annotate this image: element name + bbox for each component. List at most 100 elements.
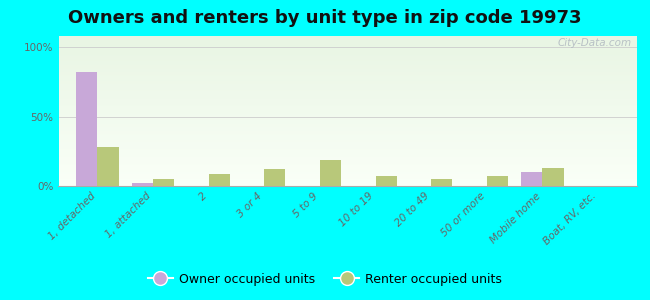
Bar <box>58 52 637 53</box>
Bar <box>58 79 637 80</box>
Bar <box>58 66 637 67</box>
Bar <box>76 72 98 186</box>
Bar <box>58 37 637 38</box>
Bar <box>58 81 637 82</box>
Bar <box>58 145 637 146</box>
Bar <box>58 185 637 186</box>
Bar <box>58 180 637 181</box>
Bar <box>58 62 637 64</box>
Bar <box>58 116 637 117</box>
Bar <box>58 125 637 126</box>
Bar <box>58 151 637 152</box>
Bar <box>58 172 637 173</box>
Bar <box>58 134 637 135</box>
Bar <box>58 120 637 121</box>
Bar <box>58 100 637 101</box>
Bar <box>58 36 637 37</box>
Bar <box>58 132 637 134</box>
Bar <box>521 172 543 186</box>
Bar <box>58 150 637 151</box>
Bar <box>58 72 637 74</box>
Bar <box>58 167 637 169</box>
Bar <box>58 152 637 154</box>
Bar <box>98 147 118 186</box>
Bar <box>58 162 637 164</box>
Bar <box>58 102 637 104</box>
Legend: Owner occupied units, Renter occupied units: Owner occupied units, Renter occupied un… <box>143 268 507 291</box>
Bar <box>58 42 637 44</box>
Bar <box>58 85 637 86</box>
Bar <box>58 71 637 72</box>
Bar <box>58 88 637 90</box>
Bar <box>58 101 637 102</box>
Bar <box>58 127 637 128</box>
Bar <box>58 57 637 59</box>
Bar <box>58 92 637 94</box>
Bar <box>58 50 637 51</box>
Bar <box>58 170 637 171</box>
Bar <box>58 112 637 113</box>
Bar <box>58 90 637 91</box>
Text: City-Data.com: City-Data.com <box>557 38 631 47</box>
Bar <box>58 166 637 167</box>
Bar <box>58 80 637 81</box>
Bar <box>58 171 637 172</box>
Bar <box>58 58 637 60</box>
Bar <box>58 46 637 47</box>
Bar <box>58 137 637 139</box>
Bar <box>58 182 637 184</box>
Bar <box>58 169 637 170</box>
Bar <box>58 49 637 50</box>
Bar <box>487 176 508 186</box>
Bar <box>58 75 637 76</box>
Bar <box>58 82 637 83</box>
Bar <box>58 155 637 156</box>
Bar <box>543 168 564 186</box>
Bar <box>58 164 637 165</box>
Bar <box>58 77 637 79</box>
Bar <box>58 143 637 145</box>
Bar <box>209 173 230 186</box>
Bar <box>58 128 637 130</box>
Bar <box>58 141 637 142</box>
Bar <box>58 61 637 62</box>
Bar <box>58 136 637 137</box>
Bar <box>58 156 637 157</box>
Bar <box>58 118 637 120</box>
Bar <box>153 179 174 186</box>
Bar <box>58 121 637 122</box>
Bar <box>58 139 637 140</box>
Bar <box>58 160 637 161</box>
Bar <box>58 97 637 98</box>
Bar <box>58 51 637 52</box>
Bar <box>132 183 153 186</box>
Bar <box>58 47 637 49</box>
Bar <box>431 179 452 186</box>
Bar <box>58 65 637 66</box>
Bar <box>58 130 637 131</box>
Bar <box>58 98 637 100</box>
Bar <box>58 64 637 65</box>
Bar <box>58 44 637 45</box>
Bar <box>58 87 637 88</box>
Bar <box>58 74 637 75</box>
Bar <box>58 94 637 95</box>
Bar <box>58 38 637 40</box>
Bar <box>58 55 637 56</box>
Bar <box>58 176 637 177</box>
Bar <box>58 105 637 106</box>
Bar <box>58 181 637 182</box>
Bar <box>58 110 637 111</box>
Bar <box>58 107 637 109</box>
Bar <box>58 83 637 85</box>
Bar <box>58 113 637 115</box>
Bar <box>58 122 637 124</box>
Text: Owners and renters by unit type in zip code 19973: Owners and renters by unit type in zip c… <box>68 9 582 27</box>
Bar <box>58 165 637 166</box>
Bar <box>58 147 637 148</box>
Bar <box>58 115 637 116</box>
Bar <box>58 148 637 150</box>
Bar <box>376 176 396 186</box>
Bar <box>58 40 637 41</box>
Bar <box>58 178 637 180</box>
